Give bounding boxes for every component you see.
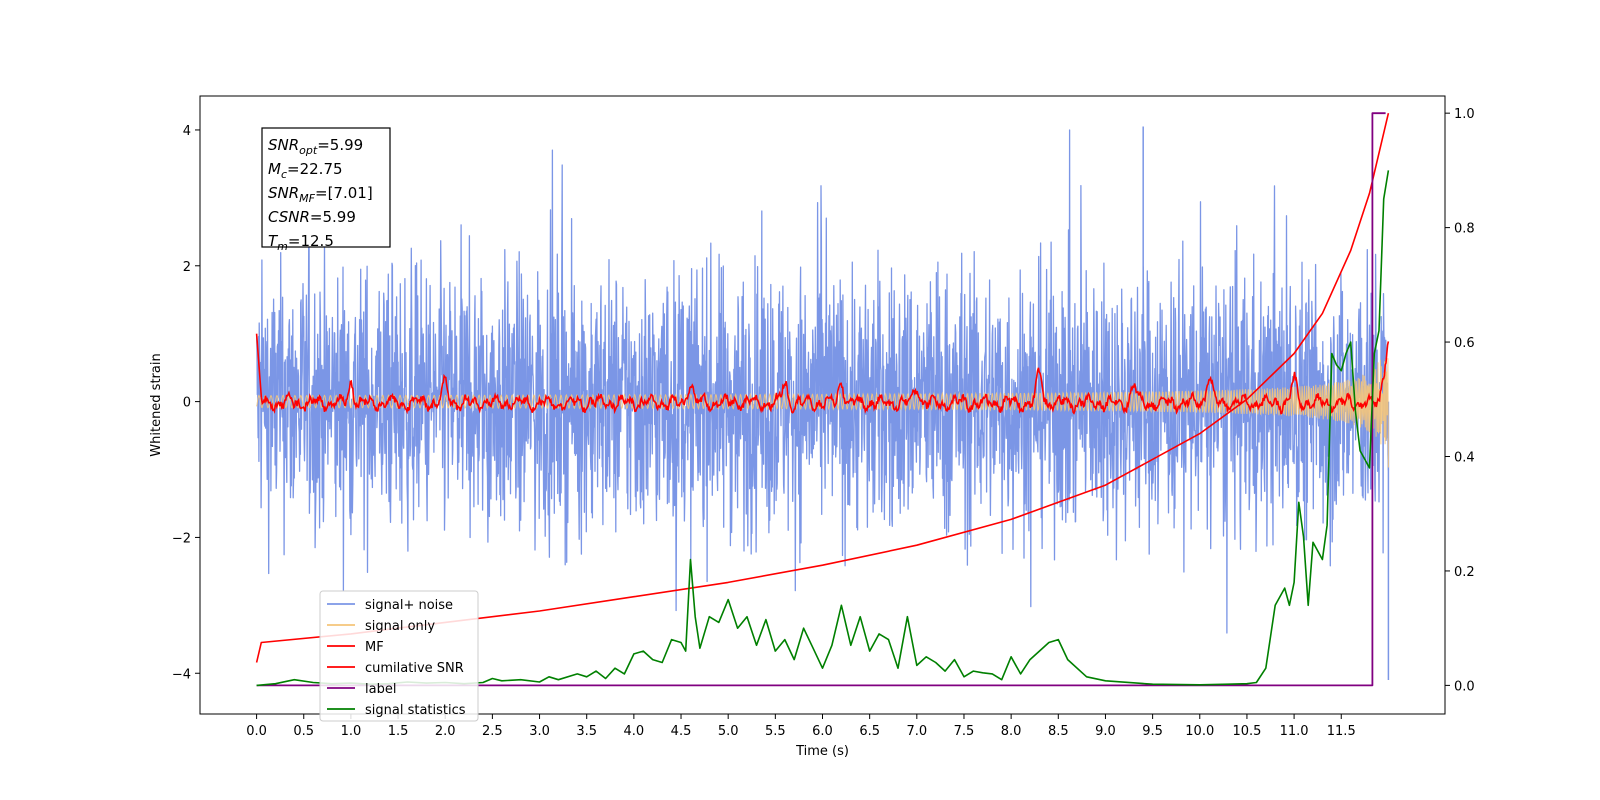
series-group <box>255 112 1390 687</box>
x-tick-label: 6.0 <box>812 724 833 739</box>
annotation-line: CSNR=5.99 <box>268 208 356 226</box>
series-signal-statistics-line <box>256 170 1390 687</box>
series-label-line <box>256 112 1386 687</box>
x-tick-label: 2.5 <box>482 724 503 739</box>
x-tick-label: 0.0 <box>246 724 267 739</box>
y-right-tick-label: 1.0 <box>1454 107 1475 122</box>
y-right-tick-label: 0.8 <box>1454 222 1475 237</box>
x-tick-label: 5.0 <box>718 724 739 739</box>
legend-entry-label: signal+ noise <box>365 598 453 613</box>
plot-area <box>255 112 1390 687</box>
x-tick-label: 9.0 <box>1095 724 1116 739</box>
x-tick-label: 11.5 <box>1327 724 1356 739</box>
y-left-tick-label: −4 <box>172 667 191 682</box>
x-axis: 0.0 0.5 1.0 1.5 2.0 2.5 3.0 3.5 4.0 4.5 5.0 5.5 6.0 6… <box>246 714 1356 739</box>
annotation-box: SNRopt=5.99 Mc=22.75 SNRMF=[7.01] CSNR=5.99… <box>261 127 391 253</box>
x-tick-label: 3.5 <box>576 724 597 739</box>
y-right-tick-label: 0.4 <box>1454 451 1475 466</box>
x-tick-label: 4.5 <box>671 724 692 739</box>
y-right-tick-label: 0.6 <box>1454 336 1475 351</box>
x-tick-label: 0.5 <box>293 724 314 739</box>
annotation-line: Mc=22.75 <box>268 160 343 181</box>
y-right-tick-label: 0.0 <box>1454 679 1475 694</box>
legend-entry-label: signal only <box>365 619 435 634</box>
series-signal-only-line <box>256 358 1389 468</box>
legend-entry-label: signal statistics <box>365 703 466 718</box>
annotation-line: SNRMF=[7.01] <box>268 184 373 205</box>
x-tick-label: 3.0 <box>529 724 550 739</box>
annotation-line: Tm=12.5 <box>268 232 334 253</box>
y-left-tick-label: 2 <box>183 260 191 275</box>
legend-frame <box>319 590 479 722</box>
annotation-line: SNRopt=5.99 <box>268 136 363 157</box>
y-axis-left: −4 −2 0 2 4 <box>172 124 200 682</box>
x-tick-label: 10.5 <box>1232 724 1261 739</box>
x-tick-label: 8.0 <box>1001 724 1022 739</box>
series-mf-line <box>255 333 1390 415</box>
x-tick-label: 7.5 <box>954 724 975 739</box>
x-tick-label: 1.0 <box>341 724 362 739</box>
series-signal-noise-line <box>255 129 1390 634</box>
x-tick-label: 6.5 <box>859 724 880 739</box>
x-tick-label: 5.5 <box>765 724 786 739</box>
x-tick-label: 9.5 <box>1142 724 1163 739</box>
x-axis-label: Time (s) <box>795 744 849 759</box>
y-left-tick-label: 0 <box>183 396 191 411</box>
y-axis-right: 0.0 0.2 0.4 0.6 0.8 1.0 <box>1445 107 1475 694</box>
legend-entry-label: MF <box>365 640 384 655</box>
x-tick-label: 10.0 <box>1185 724 1214 739</box>
x-tick-label: 8.5 <box>1048 724 1069 739</box>
y-left-tick-label: −2 <box>172 531 191 546</box>
annotation-box-frame <box>261 127 391 248</box>
legend-entry-label: cumilative SNR <box>365 661 464 676</box>
x-tick-label: 2.0 <box>435 724 456 739</box>
x-tick-label: 4.0 <box>624 724 645 739</box>
y-axis-left-label: Whitened strain <box>149 353 164 456</box>
x-tick-label: 7.0 <box>906 724 927 739</box>
y-right-tick-label: 0.2 <box>1454 565 1475 580</box>
y-left-tick-label: 4 <box>183 124 191 139</box>
legend: signal+ noise signal only MF cumilative SNR… <box>319 590 479 722</box>
x-tick-label: 1.5 <box>388 724 409 739</box>
x-tick-label: 11.0 <box>1280 724 1309 739</box>
legend-entry-label: label <box>365 682 396 697</box>
